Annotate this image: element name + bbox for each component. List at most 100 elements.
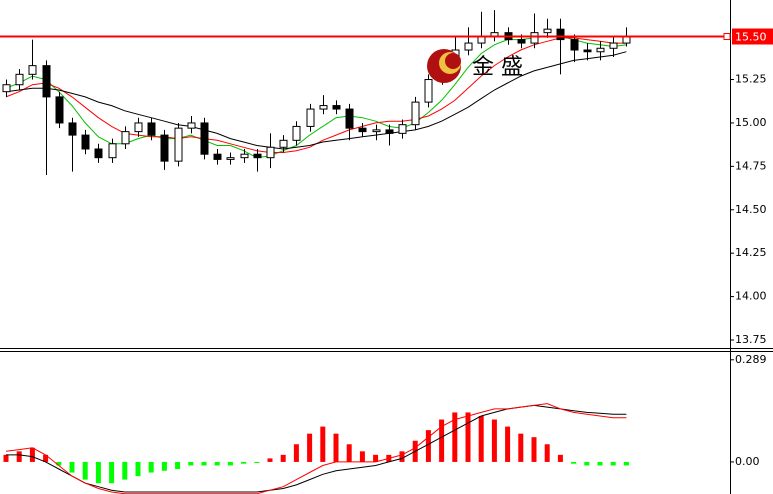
- histogram-bar: [346, 444, 352, 462]
- candle-body: [279, 139, 288, 148]
- candle-body: [411, 101, 420, 126]
- candle-body: [530, 32, 539, 44]
- histogram-bar: [518, 433, 524, 462]
- candle-body: [596, 47, 605, 53]
- histogram-bar: [452, 412, 458, 462]
- y-tick-label: 14.25: [735, 246, 767, 259]
- candle-body: [55, 96, 64, 124]
- histogram-bar: [109, 461, 115, 484]
- candle-body: [253, 153, 262, 159]
- candle-body: [42, 65, 51, 98]
- indicator-line: [5, 51, 627, 150]
- histogram-bar: [623, 461, 629, 466]
- histogram-bar: [478, 415, 484, 462]
- indicator-line: [5, 35, 627, 159]
- histogram-bar: [175, 461, 181, 470]
- histogram-bar: [359, 451, 365, 462]
- candle-body: [583, 49, 592, 53]
- histogram-bar: [3, 454, 9, 462]
- candle-body: [147, 122, 156, 136]
- y-tick-label: 14.50: [735, 203, 767, 216]
- histogram-bar: [584, 461, 590, 466]
- histogram-bar: [241, 461, 247, 464]
- histogram-bar: [465, 412, 471, 462]
- candle-body: [556, 28, 565, 41]
- indicator-line: [5, 37, 627, 153]
- histogram-bar: [531, 437, 537, 462]
- histogram-bar: [399, 451, 405, 462]
- candle-body: [15, 73, 24, 86]
- histogram-bar: [333, 433, 339, 462]
- histogram-bar: [135, 461, 141, 477]
- candle-body: [266, 146, 275, 159]
- candle-body: [345, 108, 354, 129]
- candle-body: [121, 131, 130, 145]
- price-marker: [723, 33, 731, 40]
- watermark: 金 盛: [472, 55, 523, 80]
- candle-body: [464, 42, 473, 51]
- y-tick-label: 15.00: [735, 116, 767, 129]
- candle-body: [319, 105, 328, 110]
- histogram-bar: [188, 461, 194, 466]
- histogram-bar: [201, 461, 207, 466]
- histogram-bar: [557, 454, 563, 462]
- candle-body: [570, 39, 579, 51]
- candle-body: [240, 153, 249, 159]
- candle-body: [398, 124, 407, 134]
- histogram-bar: [69, 461, 75, 473]
- logo: [445, 53, 461, 69]
- candle-body: [81, 134, 90, 150]
- candle-body: [372, 129, 381, 133]
- histogram-bar: [439, 419, 445, 462]
- candle-body: [226, 157, 235, 160]
- watermark-logo: [427, 49, 461, 83]
- candle-body: [94, 148, 103, 159]
- candle-body: [517, 39, 526, 44]
- macd-pane: [3, 403, 629, 494]
- histogram-bar: [214, 461, 220, 466]
- histogram-bar: [373, 454, 379, 462]
- y-tick-label: 0.289: [735, 353, 767, 366]
- price-pane: [0, 10, 730, 176]
- candle-body: [332, 105, 341, 110]
- candle-body: [2, 84, 11, 93]
- histogram-bar: [29, 447, 35, 462]
- candle-body: [213, 153, 222, 160]
- histogram-bar: [254, 461, 260, 463]
- candle-body: [108, 143, 117, 159]
- y-tick-label: 13.75: [735, 333, 767, 346]
- histogram-bar: [82, 461, 88, 480]
- histogram-bar: [280, 454, 286, 462]
- histogram-bar: [43, 454, 49, 462]
- histogram-bar: [16, 451, 22, 462]
- histogram-bar: [267, 458, 273, 462]
- histogram-bar: [491, 419, 497, 462]
- histogram-bar: [505, 426, 511, 462]
- candle-body: [28, 65, 37, 75]
- y-tick-label: 14.00: [735, 290, 767, 303]
- histogram-bar: [161, 461, 167, 471]
- y-tick-label: 15.25: [735, 73, 767, 86]
- y-tick-label: 0.00: [735, 455, 760, 468]
- candle-body: [160, 134, 169, 162]
- y-tick-label: 14.75: [735, 159, 767, 172]
- candle-body: [543, 28, 552, 34]
- histogram-bar: [425, 430, 431, 462]
- candle-body: [306, 108, 315, 127]
- histogram-bar: [320, 426, 326, 462]
- candle-body: [424, 79, 433, 103]
- indicator-line: [5, 403, 627, 494]
- candle-body: [68, 122, 77, 136]
- candle-body: [200, 122, 209, 155]
- candle-body: [358, 127, 367, 133]
- histogram-bar: [148, 461, 154, 473]
- candle-body: [609, 42, 618, 49]
- price-label-box: [732, 28, 773, 45]
- histogram-bar: [293, 444, 299, 462]
- histogram-bar: [56, 461, 62, 466]
- candle-body: [187, 122, 196, 129]
- candle-body: [174, 127, 183, 162]
- candle-body: [385, 129, 394, 134]
- histogram-bar: [544, 444, 550, 462]
